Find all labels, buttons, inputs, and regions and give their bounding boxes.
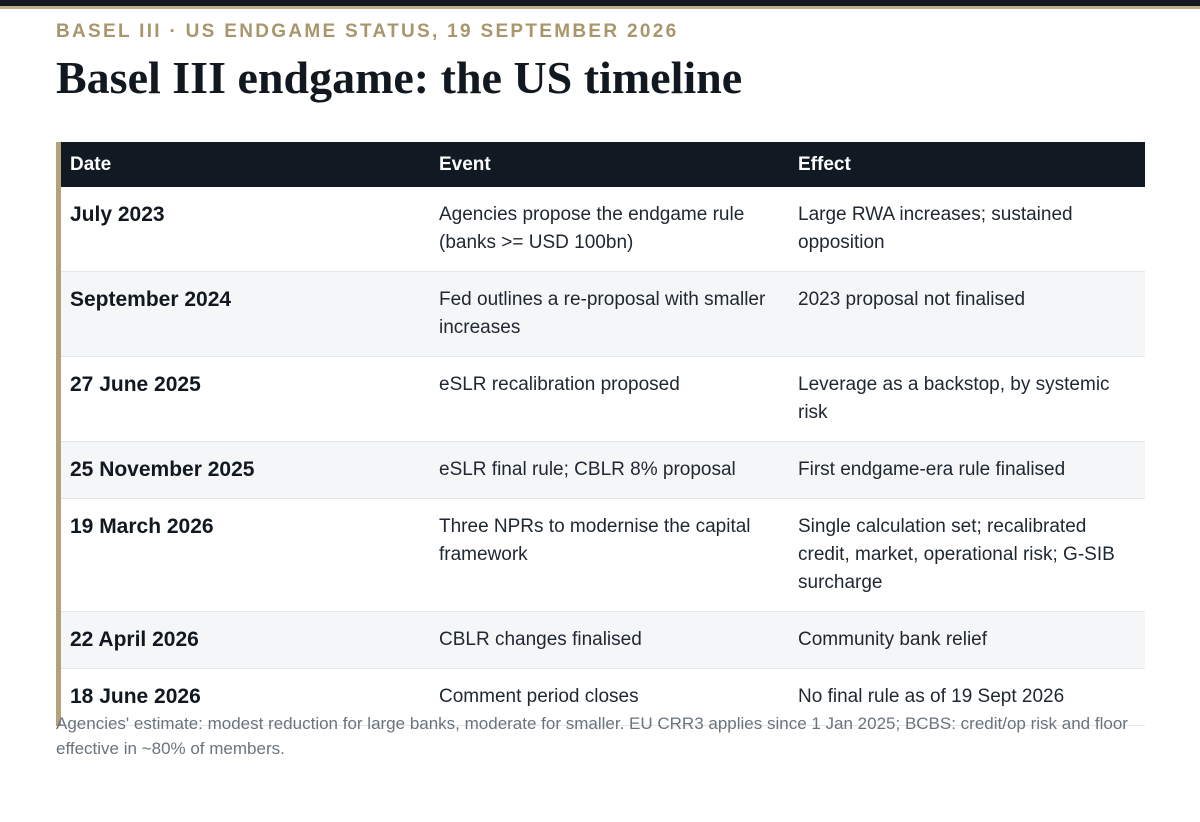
row-effect: Single calculation set; recalibrated cre…	[789, 498, 1145, 612]
page-title: Basel III endgame: the US timeline	[56, 52, 743, 103]
row-event: eSLR final rule; CBLR 8% proposal	[430, 441, 789, 499]
row-event: CBLR changes finalised	[430, 611, 789, 669]
row-date: 18 June 2026	[61, 668, 430, 726]
column-header-date: Date	[61, 142, 430, 187]
kicker: BASEL III · US ENDGAME STATUS, 19 SEPTEM…	[56, 21, 679, 42]
table-accent-bar	[56, 142, 61, 726]
row-effect: Community bank relief	[789, 611, 1145, 669]
column-header-event: Event	[430, 142, 789, 187]
table-row: 19 March 2026 Three NPRs to modernise th…	[61, 498, 1145, 612]
timeline-table: Date Event Effect July 2023 Agencies pro…	[61, 142, 1145, 726]
row-date: 25 November 2025	[61, 441, 430, 499]
table-row: September 2024 Fed outlines a re-proposa…	[61, 271, 1145, 357]
table-row: July 2023 Agencies propose the endgame r…	[61, 187, 1145, 272]
row-effect: Leverage as a backstop, by systemic risk	[789, 356, 1145, 442]
row-effect: First endgame-era rule finalised	[789, 441, 1145, 499]
row-effect: Large RWA increases; sustained oppositio…	[789, 187, 1145, 272]
top-accent-rule	[0, 6, 1200, 9]
row-effect: 2023 proposal not finalised	[789, 271, 1145, 357]
row-event: Three NPRs to modernise the capital fram…	[430, 498, 789, 612]
table-header-row: Date Event Effect	[61, 142, 1145, 187]
row-date: 19 March 2026	[61, 498, 430, 612]
row-date: July 2023	[61, 187, 430, 272]
row-event: Comment period closes	[430, 668, 789, 726]
row-event: Agencies propose the endgame rule (banks…	[430, 187, 789, 272]
row-effect: No final rule as of 19 Sept 2026	[789, 668, 1145, 726]
row-date: September 2024	[61, 271, 430, 357]
timeline-table-container: Date Event Effect July 2023 Agencies pro…	[56, 142, 1145, 726]
table-row: 22 April 2026 CBLR changes finalised Com…	[61, 611, 1145, 669]
footnote: Agencies' estimate: modest reduction for…	[56, 714, 1128, 758]
row-date: 27 June 2025	[61, 356, 430, 442]
table-row: 18 June 2026 Comment period closes No fi…	[61, 668, 1145, 726]
column-header-effect: Effect	[789, 142, 1145, 187]
top-rule	[0, 0, 1200, 6]
table-row: 25 November 2025 eSLR final rule; CBLR 8…	[61, 441, 1145, 499]
row-date: 22 April 2026	[61, 611, 430, 669]
row-event: eSLR recalibration proposed	[430, 356, 789, 442]
row-event: Fed outlines a re-proposal with smaller …	[430, 271, 789, 357]
table-row: 27 June 2025 eSLR recalibration proposed…	[61, 356, 1145, 442]
